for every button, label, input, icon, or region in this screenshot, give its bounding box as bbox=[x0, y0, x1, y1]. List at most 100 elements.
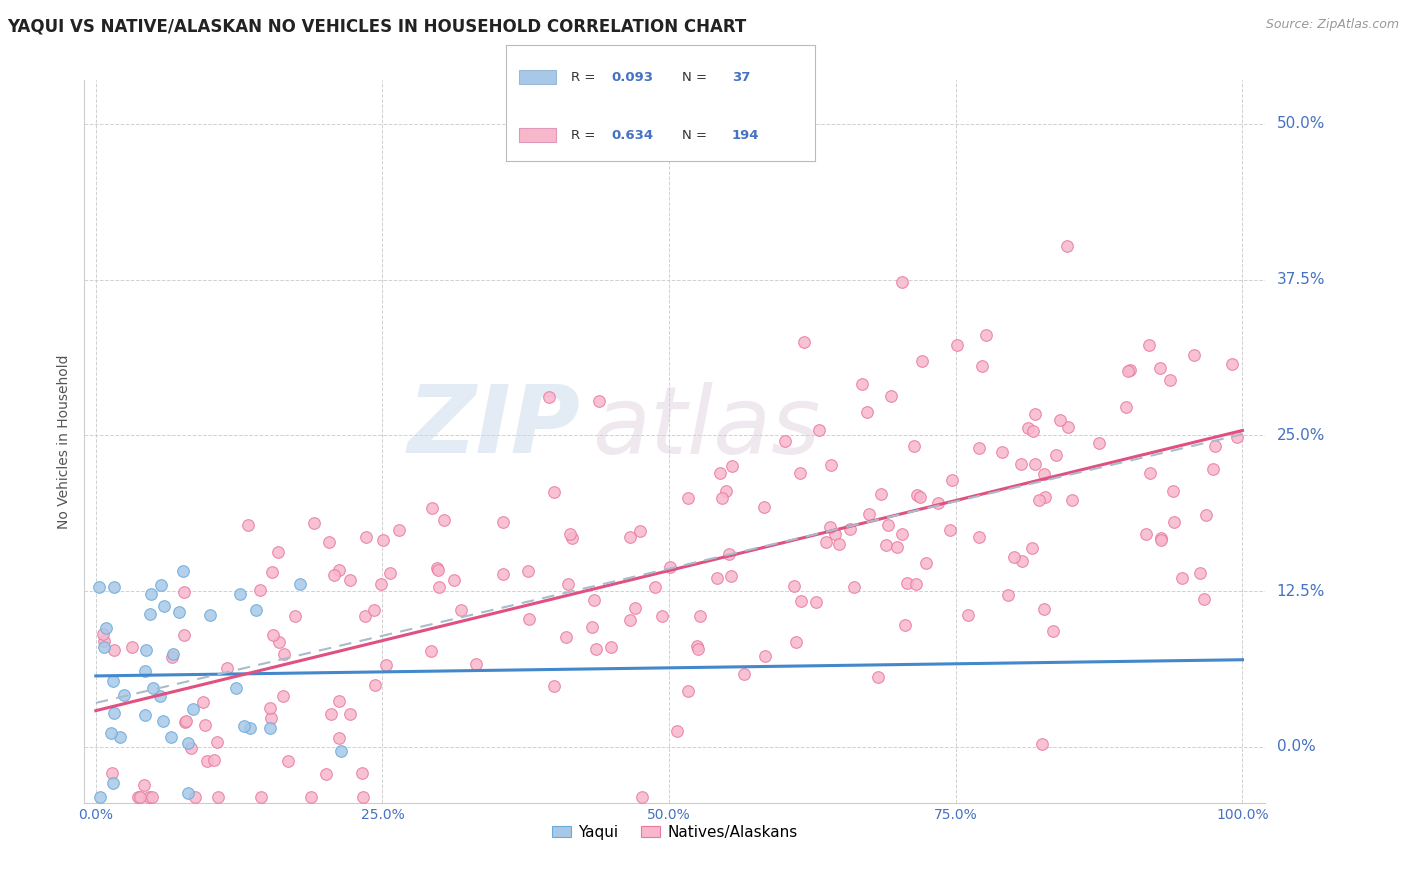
Point bbox=[1182, 348, 1205, 362]
Point bbox=[89, 789, 111, 804]
Point bbox=[239, 721, 262, 735]
Point bbox=[207, 789, 229, 804]
Point bbox=[121, 640, 143, 654]
Point bbox=[1192, 591, 1215, 606]
Point bbox=[1115, 400, 1137, 414]
Point bbox=[1033, 601, 1056, 615]
Point bbox=[180, 741, 202, 756]
Point bbox=[267, 545, 290, 559]
Point bbox=[711, 491, 734, 506]
Point bbox=[350, 766, 373, 780]
Point bbox=[134, 664, 156, 678]
Point bbox=[328, 694, 350, 708]
Point bbox=[152, 599, 174, 613]
Text: R =: R = bbox=[571, 70, 600, 84]
Point bbox=[1159, 373, 1181, 387]
Point bbox=[321, 706, 343, 721]
Point bbox=[132, 778, 155, 792]
Point bbox=[709, 467, 731, 481]
Point bbox=[315, 766, 337, 780]
Point bbox=[686, 639, 709, 653]
Point bbox=[101, 765, 124, 780]
Point bbox=[141, 587, 163, 601]
Point bbox=[997, 588, 1019, 602]
Text: Source: ZipAtlas.com: Source: ZipAtlas.com bbox=[1265, 18, 1399, 31]
Point bbox=[790, 594, 813, 608]
Point bbox=[911, 353, 934, 368]
Text: 50.0%: 50.0% bbox=[1277, 116, 1324, 131]
Point bbox=[93, 633, 115, 648]
Legend: Yaqui, Natives/Alaskans: Yaqui, Natives/Alaskans bbox=[546, 819, 804, 846]
Point bbox=[870, 487, 893, 501]
Point bbox=[465, 657, 488, 672]
Point bbox=[101, 775, 124, 789]
Text: 0.634: 0.634 bbox=[612, 128, 654, 142]
Point bbox=[896, 575, 918, 590]
Point bbox=[619, 613, 641, 627]
Point bbox=[433, 513, 456, 527]
Point bbox=[302, 516, 325, 530]
Point bbox=[938, 524, 960, 538]
Point bbox=[149, 578, 172, 592]
Point bbox=[1149, 361, 1171, 376]
Point bbox=[1045, 448, 1067, 462]
Point bbox=[100, 725, 122, 739]
Point bbox=[269, 635, 291, 649]
Text: R =: R = bbox=[571, 128, 600, 142]
Point bbox=[96, 621, 118, 635]
Point bbox=[149, 689, 172, 703]
Point bbox=[828, 537, 851, 551]
Point bbox=[1010, 458, 1032, 472]
Point bbox=[718, 547, 741, 561]
Point bbox=[557, 577, 579, 591]
Point bbox=[167, 605, 190, 619]
Point bbox=[974, 327, 997, 342]
Point bbox=[370, 577, 392, 591]
Bar bbox=[519, 128, 555, 142]
Point bbox=[1021, 541, 1043, 555]
Point bbox=[946, 338, 969, 352]
Point bbox=[1060, 493, 1083, 508]
Point bbox=[103, 580, 125, 594]
Point bbox=[152, 714, 174, 729]
Point bbox=[1031, 737, 1053, 751]
Point bbox=[554, 630, 576, 644]
Point bbox=[184, 789, 207, 804]
Point bbox=[250, 789, 273, 804]
Point bbox=[492, 515, 515, 529]
Point bbox=[159, 731, 181, 745]
Point bbox=[162, 647, 184, 661]
Point bbox=[991, 445, 1014, 459]
Point bbox=[262, 627, 284, 641]
Point bbox=[191, 695, 214, 709]
Point bbox=[1028, 492, 1050, 507]
Point bbox=[138, 789, 160, 804]
Text: N =: N = bbox=[682, 70, 707, 84]
Point bbox=[103, 643, 125, 657]
Point bbox=[134, 708, 156, 723]
Point bbox=[215, 661, 238, 675]
Point bbox=[773, 434, 796, 448]
Point bbox=[783, 579, 806, 593]
Point bbox=[1150, 532, 1173, 546]
Point bbox=[651, 609, 673, 624]
Point bbox=[720, 569, 742, 583]
Point bbox=[103, 706, 125, 720]
Point bbox=[1119, 363, 1142, 377]
Point bbox=[427, 563, 450, 577]
Point bbox=[103, 673, 125, 688]
Point bbox=[733, 667, 755, 681]
Point bbox=[427, 580, 450, 594]
Point bbox=[328, 562, 350, 576]
Point bbox=[273, 647, 295, 661]
Point bbox=[1002, 549, 1025, 564]
Point bbox=[875, 538, 897, 552]
Point bbox=[450, 603, 472, 617]
Point bbox=[1042, 624, 1064, 638]
Point bbox=[967, 530, 990, 544]
Text: 0.093: 0.093 bbox=[612, 70, 654, 84]
Point bbox=[371, 533, 394, 548]
Text: YAQUI VS NATIVE/ALASKAN NO VEHICLES IN HOUSEHOLD CORRELATION CHART: YAQUI VS NATIVE/ALASKAN NO VEHICLES IN H… bbox=[7, 18, 747, 36]
Point bbox=[323, 568, 346, 582]
Point bbox=[967, 441, 990, 455]
